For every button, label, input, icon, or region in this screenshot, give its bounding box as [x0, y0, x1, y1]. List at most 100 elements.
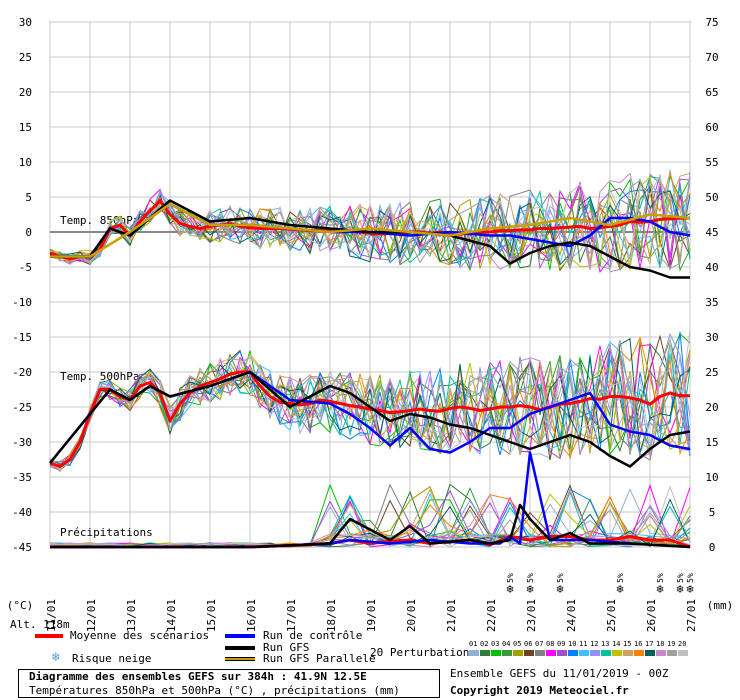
x-tick-label: 19/01: [365, 599, 378, 632]
snow-risk-label: 5%: [526, 573, 535, 583]
legend-gfs: Run GFS: [263, 641, 310, 654]
y-tick-label-left: -45: [12, 541, 32, 554]
perturbation-swatch: [557, 650, 567, 656]
perturbation-number: 02: [480, 640, 489, 648]
perturbation-swatch: [579, 650, 589, 656]
series-line: [50, 202, 691, 258]
snowflake-icon: ❄: [52, 650, 60, 665]
title-box: Diagramme des ensembles GEFS sur 384h : …: [18, 669, 440, 698]
legend-gfs-parallel: Run GFS Parallele: [263, 652, 376, 665]
perturbation-swatch: [535, 650, 545, 656]
perturbation-number: 13: [601, 640, 610, 648]
right-axis-label: (mm): [707, 599, 734, 612]
snowflake-icon: ❄: [506, 582, 513, 596]
x-tick-label: 21/01: [445, 599, 458, 632]
mean-swatch: [35, 634, 63, 638]
y-tick-label-right: 60: [705, 121, 718, 134]
y-tick-label-left: 25: [19, 51, 32, 64]
x-tick-label: 25/01: [605, 599, 618, 632]
perturbation-swatch: [645, 650, 655, 656]
perturbation-swatch: [656, 650, 666, 656]
perturbation-swatch: [480, 650, 490, 656]
perturbation-number: 03: [491, 640, 500, 648]
perturbation-swatch: [623, 650, 633, 656]
y-tick-label-left: 30: [19, 16, 32, 29]
altitude-label: Alt. 118m: [10, 618, 70, 631]
perturbation-number: 18: [656, 640, 665, 648]
snowflake-icon: ❄: [656, 582, 663, 596]
x-tick-label: 27/01: [685, 599, 698, 632]
perturbation-number: 11: [579, 640, 588, 648]
y-tick-label-right: 75: [705, 16, 718, 29]
x-tick-label: 13/01: [125, 599, 138, 632]
y-tick-label-left: -10: [12, 296, 32, 309]
series-line: [50, 503, 691, 549]
x-tick-label: 22/01: [485, 599, 498, 632]
perturbation-number: 20: [678, 640, 687, 648]
perturbation-line: [49, 173, 691, 265]
perturbation-number: 12: [590, 640, 599, 648]
legend-perturbations: 20 Perturbations: [370, 646, 476, 659]
y-tick-label-left: 20: [19, 86, 32, 99]
legend-control: Run de contrôle: [263, 629, 363, 642]
x-tick-label: 23/01: [525, 599, 538, 632]
x-tick-label: 26/01: [645, 599, 658, 632]
perturbation-swatch: [568, 650, 578, 656]
snow-risk-label: 5%: [676, 573, 685, 583]
perturbation-swatch: [491, 650, 501, 656]
perturbation-number: 16: [634, 640, 643, 648]
y-tick-label-right: 30: [705, 331, 718, 344]
y-tick-label-right: 45: [705, 226, 718, 239]
perturbation-line: [49, 352, 691, 472]
y-tick-label-right: 20: [705, 401, 718, 414]
y-tick-label-right: 10: [705, 471, 718, 484]
y-tick-label-right: 55: [705, 156, 718, 169]
snowflake-icon: ❄: [686, 582, 693, 596]
legend-mean: Moyenne des scénarios: [70, 629, 210, 642]
snow-risk-label: 5%: [686, 573, 695, 583]
perturbation-swatch: [513, 650, 523, 656]
y-tick-label-right: 0: [709, 541, 716, 554]
copyright: Copyright 2019 Meteociel.fr: [450, 684, 629, 697]
x-tick-label: 14/01: [165, 599, 178, 632]
snow-risk-label: 5%: [656, 573, 665, 583]
x-tick-label: 16/01: [245, 599, 258, 632]
x-tick-label: 15/01: [205, 599, 218, 632]
y-tick-label-right: 5: [709, 506, 716, 519]
snowflake-icon: ❄: [676, 582, 683, 596]
y-tick-label-left: -5: [19, 261, 32, 274]
label-t500: Temp. 500hPa: [60, 370, 139, 383]
snow-risk-label: 5%: [616, 573, 625, 583]
y-tick-label-left: -20: [12, 366, 32, 379]
chart-title: Diagramme des ensembles GEFS sur 384h : …: [29, 670, 367, 683]
x-tick-label: 11/01: [45, 599, 58, 632]
perturbation-number: 15: [623, 640, 632, 648]
y-tick-label-left: 15: [19, 121, 32, 134]
left-axis-label: (°C): [7, 599, 34, 612]
gfs-parallel-swatch: [225, 657, 255, 661]
perturbation-number: 07: [535, 640, 544, 648]
y-tick-label-left: -30: [12, 436, 32, 449]
perturbation-number: 17: [645, 640, 654, 648]
x-tick-label: 20/01: [405, 599, 418, 632]
perturbation-swatch: [612, 650, 622, 656]
perturbation-line: [49, 339, 691, 462]
y-tick-label-left: -15: [12, 331, 32, 344]
perturbation-number: 01: [469, 640, 478, 648]
perturbation-swatch: [524, 650, 534, 656]
perturbation-number: 19: [667, 640, 676, 648]
perturbation-number: 04: [502, 640, 511, 648]
label-t850: Temp. 850hPa: [60, 214, 139, 227]
y-tick-label-right: 40: [705, 261, 718, 274]
snow-risk-label: 5%: [556, 573, 565, 583]
perturbation-swatch: [546, 650, 556, 656]
perturbation-number: 06: [524, 640, 533, 648]
snow-risk-label: 5%: [506, 573, 515, 583]
snowflake-icon: ❄: [616, 582, 623, 596]
series-line: [49, 370, 691, 468]
y-tick-label-right: 35: [705, 296, 718, 309]
perturbation-precip-line: [49, 489, 691, 548]
x-tick-label: 18/01: [325, 599, 338, 632]
control-swatch: [225, 634, 255, 638]
